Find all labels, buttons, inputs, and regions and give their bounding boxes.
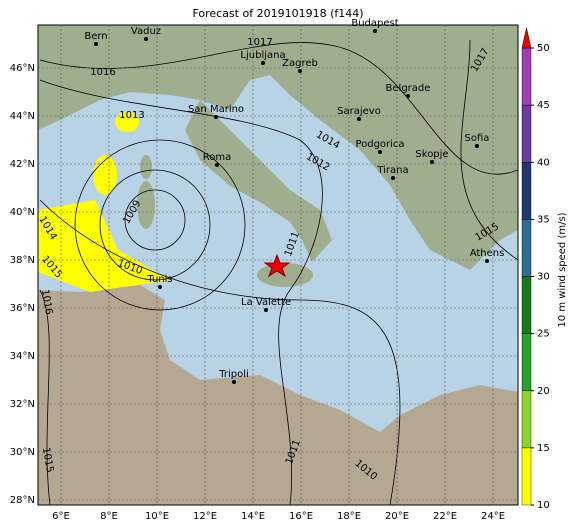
city-label: Sarajevo (337, 106, 381, 117)
lat-label: 28°N (10, 495, 35, 506)
city-label: Athens (470, 248, 505, 259)
corsica (140, 155, 152, 179)
city-dot (357, 117, 361, 121)
colorbar-segment (521, 333, 532, 391)
city-dot (475, 144, 479, 148)
colorbar-segment (521, 219, 532, 277)
city-dot (94, 42, 98, 46)
city-label: San Marino (188, 104, 244, 115)
city-dot (144, 37, 148, 41)
city-dot (373, 29, 377, 33)
city-label: Podgorica (355, 139, 404, 150)
colorbar-extend (521, 27, 532, 49)
colorbar-tick-label: 45 (537, 100, 550, 111)
colorbar-tick-label: 10 (537, 500, 550, 511)
colorbar-tick-label: 30 (537, 272, 550, 283)
city-label: La Valette (241, 297, 291, 308)
city-label: Tunis (146, 274, 172, 285)
city-label: Roma (203, 152, 232, 163)
colorbar-tick-label: 15 (537, 443, 550, 454)
city-dot (378, 150, 382, 154)
colorbar-tick-label: 50 (537, 43, 550, 54)
city-label: Vaduz (131, 26, 161, 37)
lon-label: 12°E (193, 511, 217, 522)
lon-label: 22°E (433, 511, 457, 522)
colorbar-tick-label: 25 (537, 329, 550, 340)
city-label: Tirana (376, 165, 408, 176)
city-label: Sofia (465, 133, 490, 144)
lat-label: 42°N (10, 159, 35, 170)
city-dot (485, 259, 489, 263)
map-frame (37, 24, 519, 506)
isobar-label: 1015 (40, 447, 55, 474)
city-dot (391, 176, 395, 180)
city-dot (261, 61, 265, 65)
colorbar-segment (521, 276, 532, 334)
lon-label: 8°E (100, 511, 118, 522)
lon-label: 6°E (52, 511, 70, 522)
colorbar-tick-label: 35 (537, 214, 550, 225)
lon-label: 24°E (481, 511, 505, 522)
isobars (39, 39, 518, 505)
city-label: Belgrade (386, 83, 431, 94)
city-dot (264, 308, 268, 312)
colorbar-segment (521, 390, 532, 449)
city-label: Budapest (351, 18, 398, 29)
city-dot (430, 160, 434, 164)
lon-label: 18°E (337, 511, 361, 522)
lat-label: 46°N (10, 63, 35, 74)
lat-label: 32°N (10, 399, 35, 410)
map (38, 25, 518, 505)
city-dot (298, 69, 302, 73)
colorbar-tick-label: 40 (537, 157, 550, 168)
city-label: Skopje (415, 149, 448, 160)
colorbar-tick-label: 20 (537, 386, 550, 397)
colorbar-segment (521, 104, 532, 163)
colorbar-segment (521, 162, 532, 220)
isobar-label: 1017 (247, 37, 272, 48)
isobar-label: 1013 (119, 110, 144, 121)
colorbar-segment (521, 447, 532, 506)
city-label: Ljubljana (240, 50, 285, 61)
lon-label: 10°E (145, 511, 169, 522)
lat-label: 30°N (10, 447, 35, 458)
city-dot (406, 94, 410, 98)
colorbar-segment (521, 47, 532, 106)
lon-label: 14°E (241, 511, 265, 522)
lat-label: 36°N (10, 303, 35, 314)
wind-area (115, 112, 139, 132)
lat-label: 44°N (10, 111, 35, 122)
city-dot (232, 380, 236, 384)
city-dot (215, 163, 219, 167)
europe (38, 25, 518, 270)
city-label: Bern (84, 31, 107, 42)
lat-label: 34°N (10, 351, 35, 362)
italy (185, 100, 332, 262)
lon-label: 20°E (385, 511, 409, 522)
star-marker (263, 253, 291, 278)
city-label: Tripoli (218, 369, 249, 380)
lat-label: 40°N (10, 207, 35, 218)
city-dot (214, 115, 218, 119)
city-label: Zagreb (282, 58, 318, 69)
colorbar-label: 10 m wind speed (m/s) (557, 212, 568, 327)
isobar-label: 1016 (90, 67, 115, 78)
city-dot (158, 285, 162, 289)
lon-label: 16°E (289, 511, 313, 522)
lat-label: 38°N (10, 255, 35, 266)
wind-area (93, 155, 117, 195)
isobar-label: 1016 (39, 289, 54, 316)
title: Forecast of 2019101918 (f144) (192, 7, 363, 20)
